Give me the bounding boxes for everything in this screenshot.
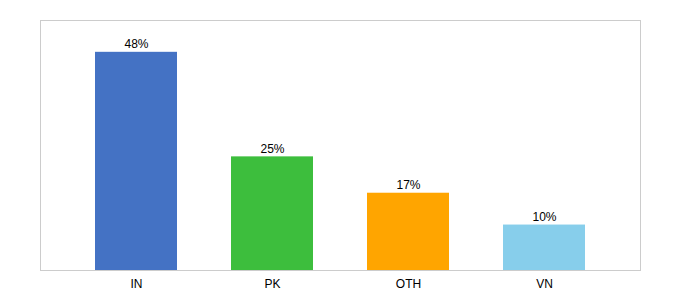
svg-text:OTH: OTH (396, 277, 421, 291)
svg-text:10%: 10% (532, 210, 556, 224)
svg-text:PK: PK (264, 277, 280, 291)
svg-text:17%: 17% (396, 178, 420, 192)
svg-text:48%: 48% (124, 37, 148, 51)
svg-text:VN: VN (536, 277, 553, 291)
svg-text:25%: 25% (260, 142, 284, 156)
svg-text:IN: IN (131, 277, 143, 291)
